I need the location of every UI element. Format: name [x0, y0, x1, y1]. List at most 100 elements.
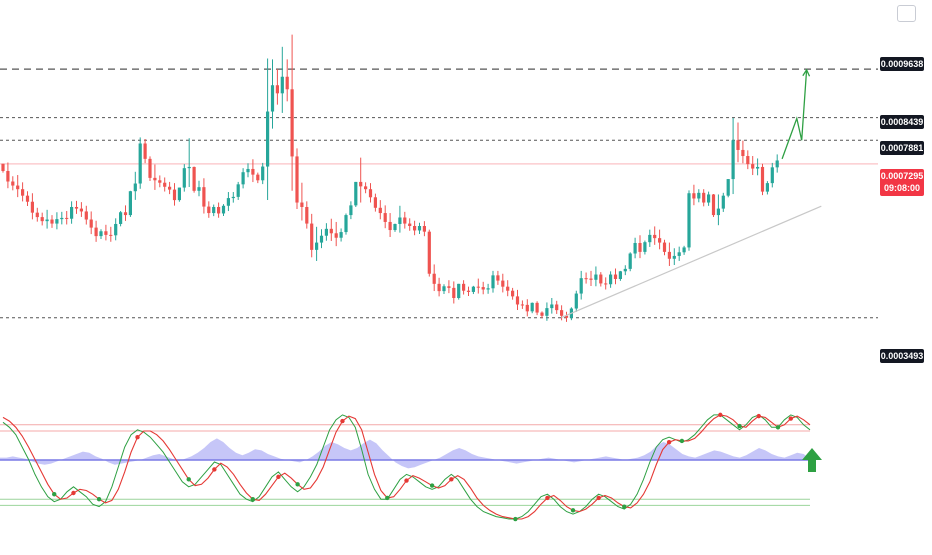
candle-body [672, 255, 676, 259]
candle-body [354, 181, 358, 206]
candle-body [731, 140, 735, 180]
candle-body [736, 140, 740, 150]
candle-body [687, 193, 691, 248]
candle-body [261, 166, 265, 181]
candle-body [417, 226, 422, 231]
candle-body [604, 283, 608, 285]
candle-body [172, 189, 177, 201]
candle-body [256, 174, 260, 181]
drawings-layer [561, 68, 822, 318]
candle-body [555, 304, 559, 311]
candle-body [128, 191, 132, 216]
candle-body [329, 228, 333, 234]
candle-body [775, 160, 779, 168]
candle-body [65, 217, 69, 219]
candle-body [226, 198, 230, 206]
candles-layer [1, 34, 779, 322]
candle-body [692, 193, 696, 199]
candle-body [471, 286, 475, 292]
candle-body [45, 219, 49, 222]
crossover-dot [679, 438, 685, 444]
crossover-dot [775, 425, 781, 430]
candle-body [515, 296, 520, 305]
crossover-dot [135, 435, 140, 440]
candle-body [305, 206, 309, 224]
candle-body [202, 187, 206, 207]
candle-body [711, 194, 716, 216]
square-icon[interactable] [897, 5, 916, 22]
candle-body [290, 89, 294, 157]
candle-body [319, 235, 324, 243]
candle-body [35, 212, 39, 218]
candle-body [726, 179, 730, 196]
candle-body [506, 286, 510, 291]
candle-body [187, 166, 191, 169]
candle-body [511, 290, 515, 297]
candle-body [138, 143, 142, 184]
price-label-0009638: 0.0009638 [880, 57, 924, 71]
candle-body [192, 166, 196, 191]
candle-body [623, 268, 627, 272]
candle-body [349, 205, 353, 216]
current-price-tag: 0.0007295 09:08:00 [880, 169, 924, 196]
candle-body [74, 206, 79, 209]
candle-body [359, 181, 363, 187]
candle-body [368, 189, 373, 198]
candle-body [148, 158, 152, 178]
candle-body [682, 247, 686, 253]
candle-body [437, 283, 441, 292]
price-label-0008439: 0.0008439 [880, 115, 924, 129]
candle-body [163, 182, 167, 187]
crossover-dot [52, 492, 57, 497]
candle-body [751, 164, 755, 169]
candle-body [746, 156, 750, 165]
candle-body [530, 302, 534, 312]
candle-body [251, 168, 255, 175]
candle-body [525, 304, 529, 312]
candle-body [89, 219, 93, 228]
candle-body [177, 187, 181, 201]
candle-body [40, 217, 44, 222]
candle-body [413, 226, 417, 231]
candle-body [633, 242, 637, 254]
candle-body [30, 201, 34, 213]
candle-body [653, 234, 657, 239]
candle-body [427, 231, 431, 274]
price-label-0008439-text: 0.0008439 [880, 117, 924, 127]
candle-body [315, 242, 319, 250]
candle-body [540, 312, 544, 316]
crossover-dot [596, 495, 601, 501]
candle-body [760, 166, 765, 192]
candle-body [109, 234, 113, 236]
candle-body [158, 180, 162, 183]
momentum-area [0, 438, 810, 469]
projection-path [781, 69, 808, 160]
candle-body [364, 186, 368, 190]
candle-body [55, 219, 59, 224]
ascending-trendline [561, 205, 822, 318]
crossover-dot [570, 508, 576, 513]
candle-body [432, 273, 436, 284]
candle-body [770, 167, 774, 184]
candle-body [70, 206, 74, 219]
candle-body [550, 304, 554, 309]
candle-body [133, 183, 137, 192]
candle-body [442, 286, 446, 292]
candle-body [339, 232, 343, 238]
candle-body [457, 283, 461, 298]
candle-body [765, 183, 769, 192]
candle-body [609, 274, 613, 285]
candle-body [628, 253, 632, 269]
candle-body [344, 215, 348, 233]
candle-body [613, 274, 618, 279]
candle-body [6, 170, 10, 182]
candle-body [667, 251, 671, 259]
candle-body [707, 194, 711, 203]
candle-body [564, 315, 569, 318]
candle-body [231, 196, 235, 199]
candle-body [246, 168, 250, 173]
candle-body [599, 274, 603, 284]
candle-body [501, 280, 505, 287]
crossover-dot [404, 478, 409, 483]
